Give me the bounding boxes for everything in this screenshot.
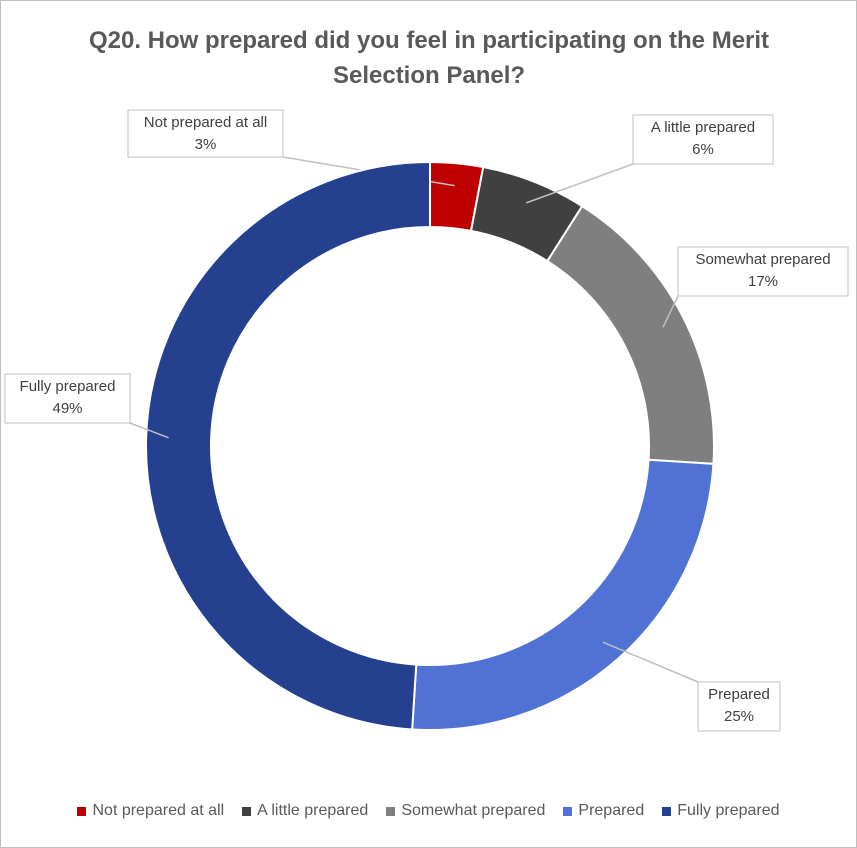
callout-box <box>632 114 774 165</box>
callout-value: 6% <box>692 141 714 158</box>
leader-line <box>602 641 699 683</box>
legend-swatch <box>77 806 87 816</box>
leader-line <box>129 422 169 439</box>
callout-category: Fully prepared <box>20 378 116 395</box>
callout-category: Somewhat prepared <box>695 251 830 268</box>
callout-category: A little prepared <box>651 119 755 136</box>
callout-category: Not prepared at all <box>144 114 267 131</box>
legend-item: Prepared <box>563 802 644 820</box>
donut-slice <box>145 160 431 731</box>
legend-label: A little prepared <box>257 802 369 819</box>
callout-box <box>127 109 284 158</box>
callout-box <box>677 246 849 297</box>
callout-value: 49% <box>52 400 82 417</box>
leader-line <box>662 295 679 328</box>
legend-swatch <box>662 806 672 816</box>
legend: Not prepared at all A little prepared Some… <box>1 802 856 820</box>
legend-item: Somewhat prepared <box>386 802 545 820</box>
callout-value: 17% <box>748 273 778 290</box>
legend-label: Prepared <box>578 802 645 819</box>
legend-item: A little prepared <box>242 802 368 820</box>
legend-swatch <box>563 806 573 816</box>
legend-item: Fully prepared <box>662 802 780 820</box>
donut-slice <box>411 458 715 731</box>
chart-title: Q20. How prepared did you feel in partic… <box>88 27 770 89</box>
callout-value: 3% <box>195 136 217 153</box>
legend-label: Not prepared at all <box>92 802 225 819</box>
callout-value: 25% <box>724 708 754 725</box>
callout-category: Prepared <box>708 686 770 703</box>
legend-label: Somewhat prepared <box>401 802 546 819</box>
donut-slice <box>545 204 715 465</box>
legend-swatch <box>386 806 396 816</box>
legend-swatch <box>242 806 252 816</box>
callout-box <box>697 681 781 732</box>
callout-box <box>4 373 131 424</box>
leader-line <box>526 163 634 204</box>
legend-label: Fully prepared <box>677 802 780 819</box>
legend-item: Not prepared at all <box>77 802 224 820</box>
